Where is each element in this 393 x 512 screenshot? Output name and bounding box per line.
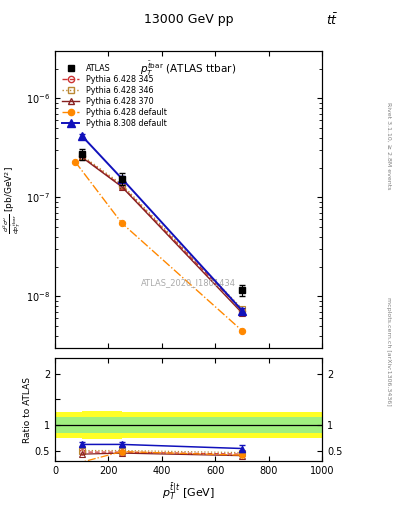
Text: $p_T^{\bar{t}\mathrm{bar}}$ (ATLAS ttbar): $p_T^{\bar{t}\mathrm{bar}}$ (ATLAS ttbar… (140, 60, 237, 78)
Text: $t\bar{t}$: $t\bar{t}$ (326, 13, 338, 28)
Y-axis label: Ratio to ATLAS: Ratio to ATLAS (23, 377, 32, 442)
Text: Rivet 3.1.10, ≥ 2.8M events: Rivet 3.1.10, ≥ 2.8M events (386, 102, 391, 190)
X-axis label: $p^{\bar{t}|t}_T$ [GeV]: $p^{\bar{t}|t}_T$ [GeV] (162, 481, 215, 502)
Text: ATLAS_2020_I1801434: ATLAS_2020_I1801434 (141, 279, 236, 287)
Text: mcplots.cern.ch [arXiv:1306.3436]: mcplots.cern.ch [arXiv:1306.3436] (386, 297, 391, 406)
Legend: ATLAS, Pythia 6.428 345, Pythia 6.428 346, Pythia 6.428 370, Pythia 6.428 defaul: ATLAS, Pythia 6.428 345, Pythia 6.428 34… (62, 64, 167, 128)
Y-axis label: $\frac{d^2\sigma^u}{dp_T^{\bar{t}\,\mathrm{bar}}}$ [pb/GeV$^2$]: $\frac{d^2\sigma^u}{dp_T^{\bar{t}\,\math… (2, 166, 23, 233)
Text: 13000 GeV pp: 13000 GeV pp (144, 13, 233, 26)
